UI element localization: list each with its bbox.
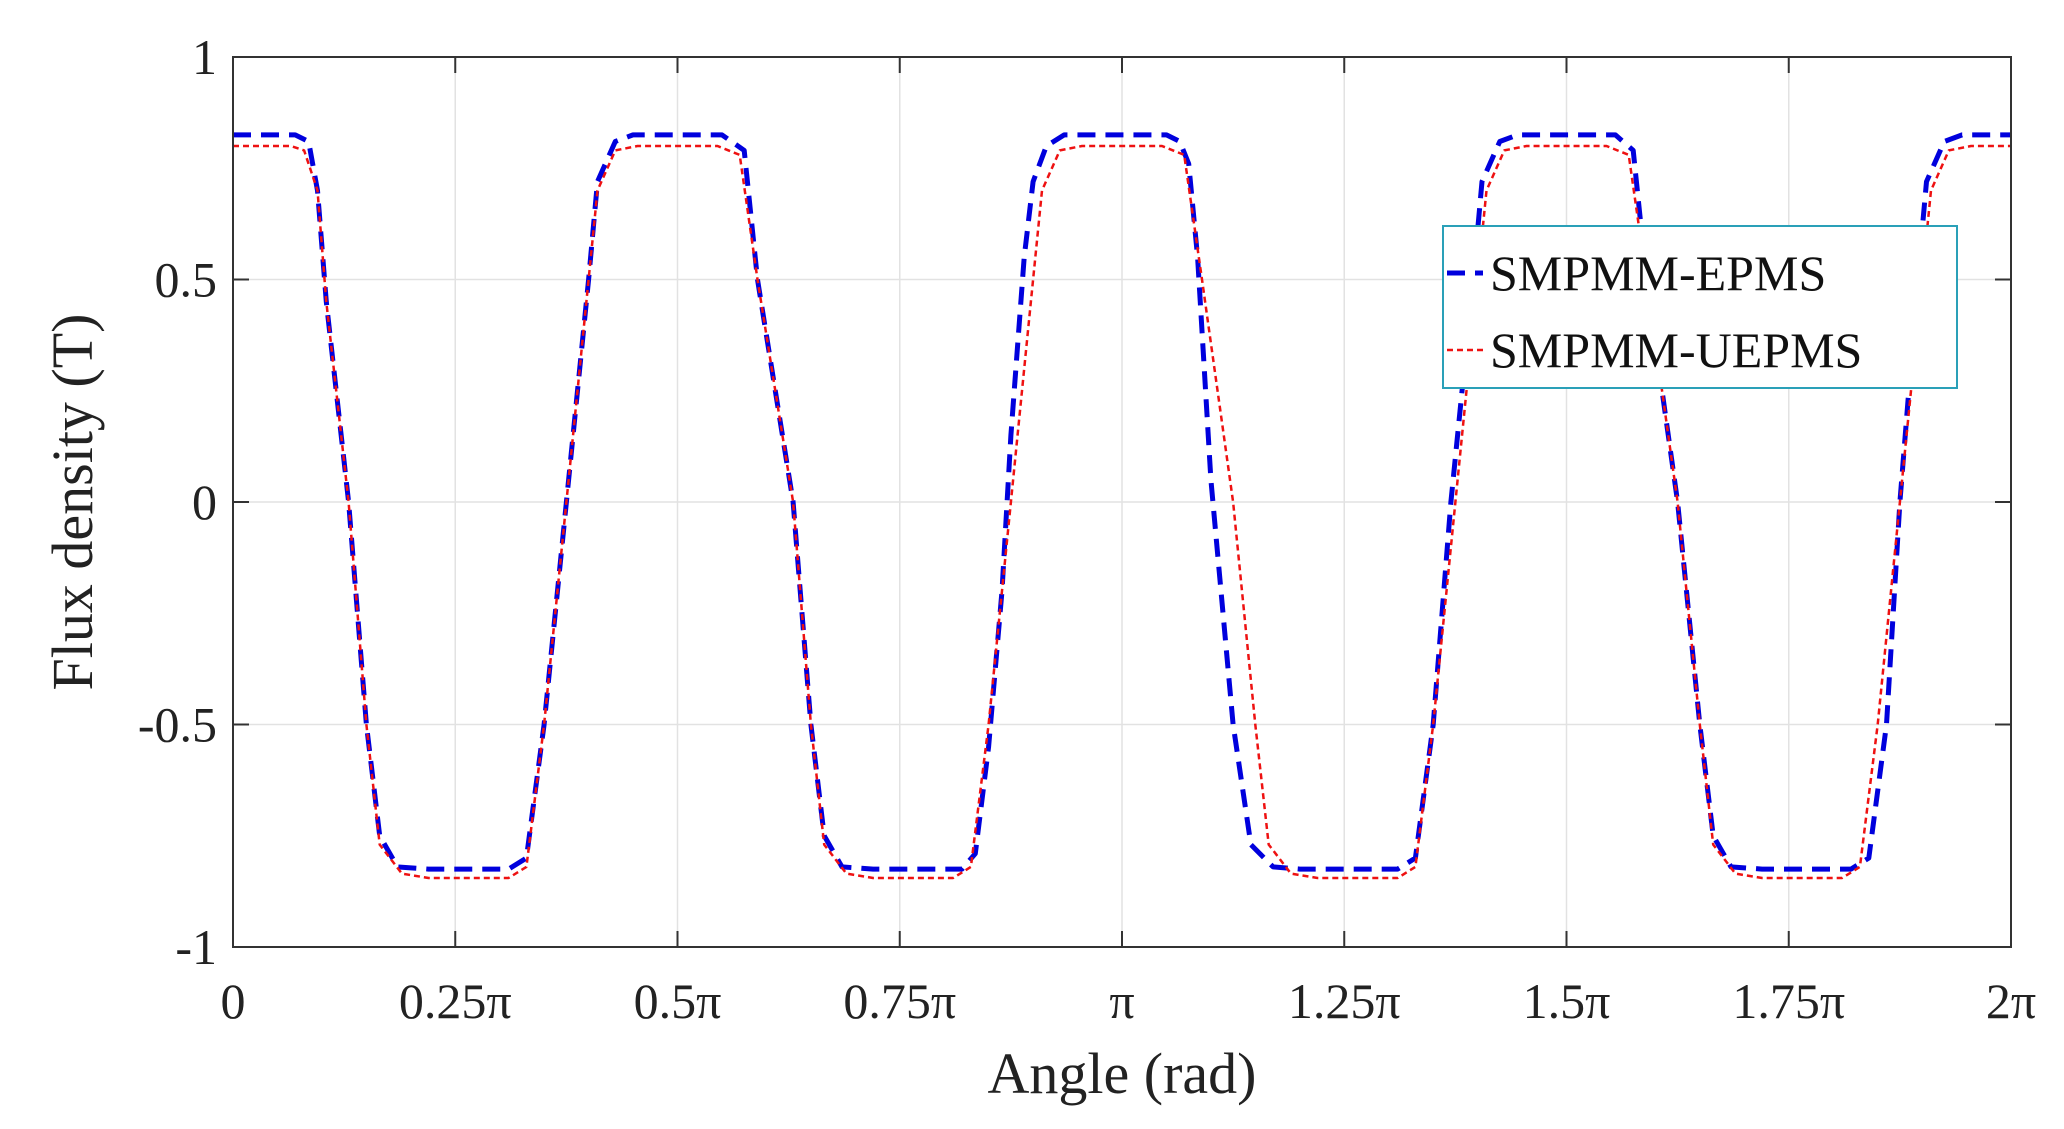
x-tick-label: 0 bbox=[221, 973, 246, 1029]
x-tick-label: 0.5π bbox=[634, 973, 722, 1029]
y-tick-label: -1 bbox=[175, 919, 217, 975]
legend-label-smpmm-epms: SMPMM-EPMS bbox=[1490, 245, 1826, 301]
x-axis-title: Angle (rad) bbox=[988, 1041, 1257, 1106]
x-tick-label: π bbox=[1109, 973, 1134, 1029]
series-lines bbox=[233, 132, 2011, 880]
legend: SMPMM-EPMS SMPMM-UEPMS bbox=[1442, 225, 1958, 389]
grid-lines bbox=[233, 57, 2011, 947]
legend-box bbox=[1442, 225, 1958, 389]
x-tick-label: 1.25π bbox=[1288, 973, 1401, 1029]
x-tick-label: 2π bbox=[1986, 973, 2036, 1029]
series-line-smpmm-uepms bbox=[233, 144, 2011, 880]
axis-ticks: 0 0.25π 0.5π 0.75π π 1.25π 1.5π 1.75π 2π 1 0.5 0 -0.… bbox=[138, 29, 2036, 1029]
y-tick-label: -0.5 bbox=[138, 697, 217, 753]
x-tick-label: 1.5π bbox=[1523, 973, 1611, 1029]
x-tick-label: 0.25π bbox=[399, 973, 512, 1029]
y-tick-label: 0.5 bbox=[155, 252, 218, 308]
x-tick-label: 0.75π bbox=[843, 973, 956, 1029]
y-tick-label: 1 bbox=[192, 29, 217, 85]
y-tick-label: 0 bbox=[192, 474, 217, 530]
y-axis-title: Flux density (T) bbox=[40, 314, 105, 691]
x-tick-label: 1.75π bbox=[1732, 973, 1845, 1029]
legend-label-smpmm-uepms: SMPMM-UEPMS bbox=[1490, 322, 1862, 378]
